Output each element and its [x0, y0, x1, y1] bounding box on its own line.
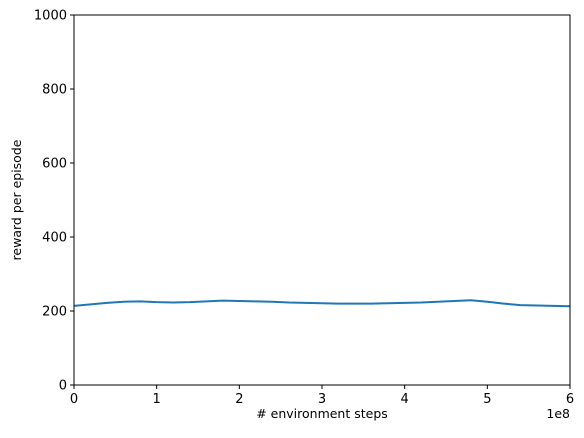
y-tick-label: 600 — [42, 157, 67, 172]
x-axis-label: # environment steps — [256, 406, 388, 421]
x-tick-label: 5 — [483, 392, 491, 407]
y-tick-label: 0 — [59, 379, 67, 394]
y-tick-label: 400 — [42, 231, 67, 246]
x-tick-label: 6 — [566, 392, 574, 407]
x-tick-label: 4 — [401, 392, 409, 407]
x-tick-label: 3 — [318, 392, 326, 407]
x-tick-label: 0 — [70, 392, 78, 407]
y-tick-label: 200 — [42, 305, 67, 320]
y-tick-label: 1000 — [34, 9, 67, 24]
y-axis-label: reward per episode — [9, 139, 24, 260]
x-axis-offset-label: 1e8 — [546, 406, 570, 421]
y-tick-label: 800 — [42, 83, 67, 98]
plot-area — [74, 15, 570, 385]
x-tick-label: 1 — [153, 392, 161, 407]
x-tick-label: 2 — [235, 392, 243, 407]
